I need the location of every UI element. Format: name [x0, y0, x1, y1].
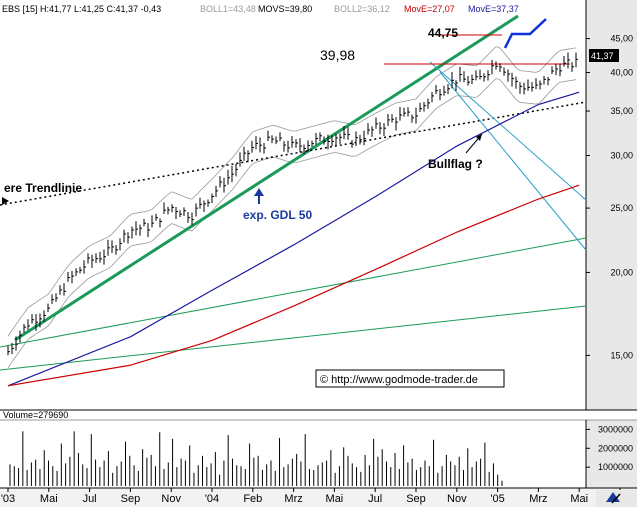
time-tick-label: '05: [490, 493, 504, 505]
header-movs: MOVS=39,80: [258, 4, 312, 14]
price-tick-label: 30,00: [610, 151, 633, 161]
price-axis-ticks: 15,00 20,00 25,00 30,00 35,00 40,00 45,00: [586, 34, 633, 360]
time-tick-label: Jul: [83, 493, 97, 505]
volume-bars: [9, 431, 503, 486]
main-uptrend-line: [14, 14, 519, 342]
last-price-value: 41,37: [591, 51, 614, 61]
time-tick-label: Mai: [326, 493, 344, 505]
bullflag-arrow-head: [476, 134, 482, 141]
copyright-box: [315, 369, 505, 388]
gdl50-arrow-head: [254, 188, 264, 196]
time-tick-label: Nov: [161, 493, 181, 505]
copyright-text: © http://www.godmode-trader.de: [320, 374, 478, 386]
forecast-path: [503, 18, 547, 49]
time-tick-label: Jul: [368, 493, 382, 505]
trendlines: [0, 14, 587, 371]
price-bars: [7, 52, 578, 356]
chart-settings-icon[interactable]: [596, 490, 637, 507]
volume-axis-panel: [586, 420, 637, 488]
volume-label: Volume=279690: [3, 410, 68, 420]
price-tick-label: 40,00: [610, 68, 633, 78]
time-tick-label: '03: [1, 493, 15, 505]
annotation-trendline: ere Trendlinie: [4, 181, 82, 195]
dotted-trendline: [0, 101, 587, 206]
bollinger-upper: [7, 46, 577, 337]
time-tick-label: Feb: [243, 493, 262, 505]
time-tick-label: '04: [205, 493, 219, 505]
bottom-channel-line: [0, 305, 587, 371]
volume-tick-label: 1000000: [598, 462, 633, 472]
price-tick-label: 25,00: [610, 203, 633, 213]
time-tick-label: Sep: [406, 493, 426, 505]
trendline-marker: [2, 197, 9, 205]
time-axis-panel: [0, 488, 637, 507]
annotation-peak-high: 44,75: [428, 26, 458, 40]
annotation-bullflag: Bullflag ?: [428, 157, 483, 171]
time-tick-label: Sep: [121, 493, 141, 505]
time-axis-ticks: '03 Mai Jul Sep Nov '04 Feb Mrz Mai Jul Sep Nov '05 M…: [1, 488, 627, 505]
price-axis-panel: [586, 0, 637, 410]
annotation-prior-high: 39,98: [320, 47, 355, 63]
last-price-tag: [589, 49, 619, 62]
annotation-gdl50: exp. GDL 50: [243, 208, 312, 222]
price-tick-label: 20,00: [610, 267, 633, 277]
ema-blue-line: [7, 91, 580, 387]
time-tick-label: Mai: [570, 493, 588, 505]
price-tick-label: 35,00: [610, 106, 633, 116]
volume-tick-label: 3000000: [598, 424, 633, 434]
lower-channel-line: [0, 237, 587, 348]
time-tick-label: Nov: [447, 493, 467, 505]
volume-axis-ticks: 1000000 2000000 3000000: [586, 424, 633, 472]
price-tick-label: 45,00: [610, 34, 633, 44]
header-symbol: EBS [15]: [2, 4, 38, 14]
header-move-red: MovE=27,07: [404, 4, 455, 14]
header-boll2: BOLL2=36,12: [334, 4, 390, 14]
ema-red-line: [7, 184, 580, 387]
time-tick-label: Mrz: [284, 493, 302, 505]
price-tick-label: 15,00: [610, 350, 633, 360]
moving-averages: [7, 91, 580, 387]
volume-tick-label: 2000000: [598, 443, 633, 453]
header-boll1: BOLL1=43,48: [200, 4, 256, 14]
time-tick-label: Mrz: [529, 493, 547, 505]
header-move-blue: MovE=37,37: [468, 4, 519, 14]
time-tick-label: Mai: [40, 493, 58, 505]
header-ohlc: H:41,77 L:41,25 C:41,37 -0,43: [40, 4, 161, 14]
down-channel-lower: [439, 71, 587, 251]
